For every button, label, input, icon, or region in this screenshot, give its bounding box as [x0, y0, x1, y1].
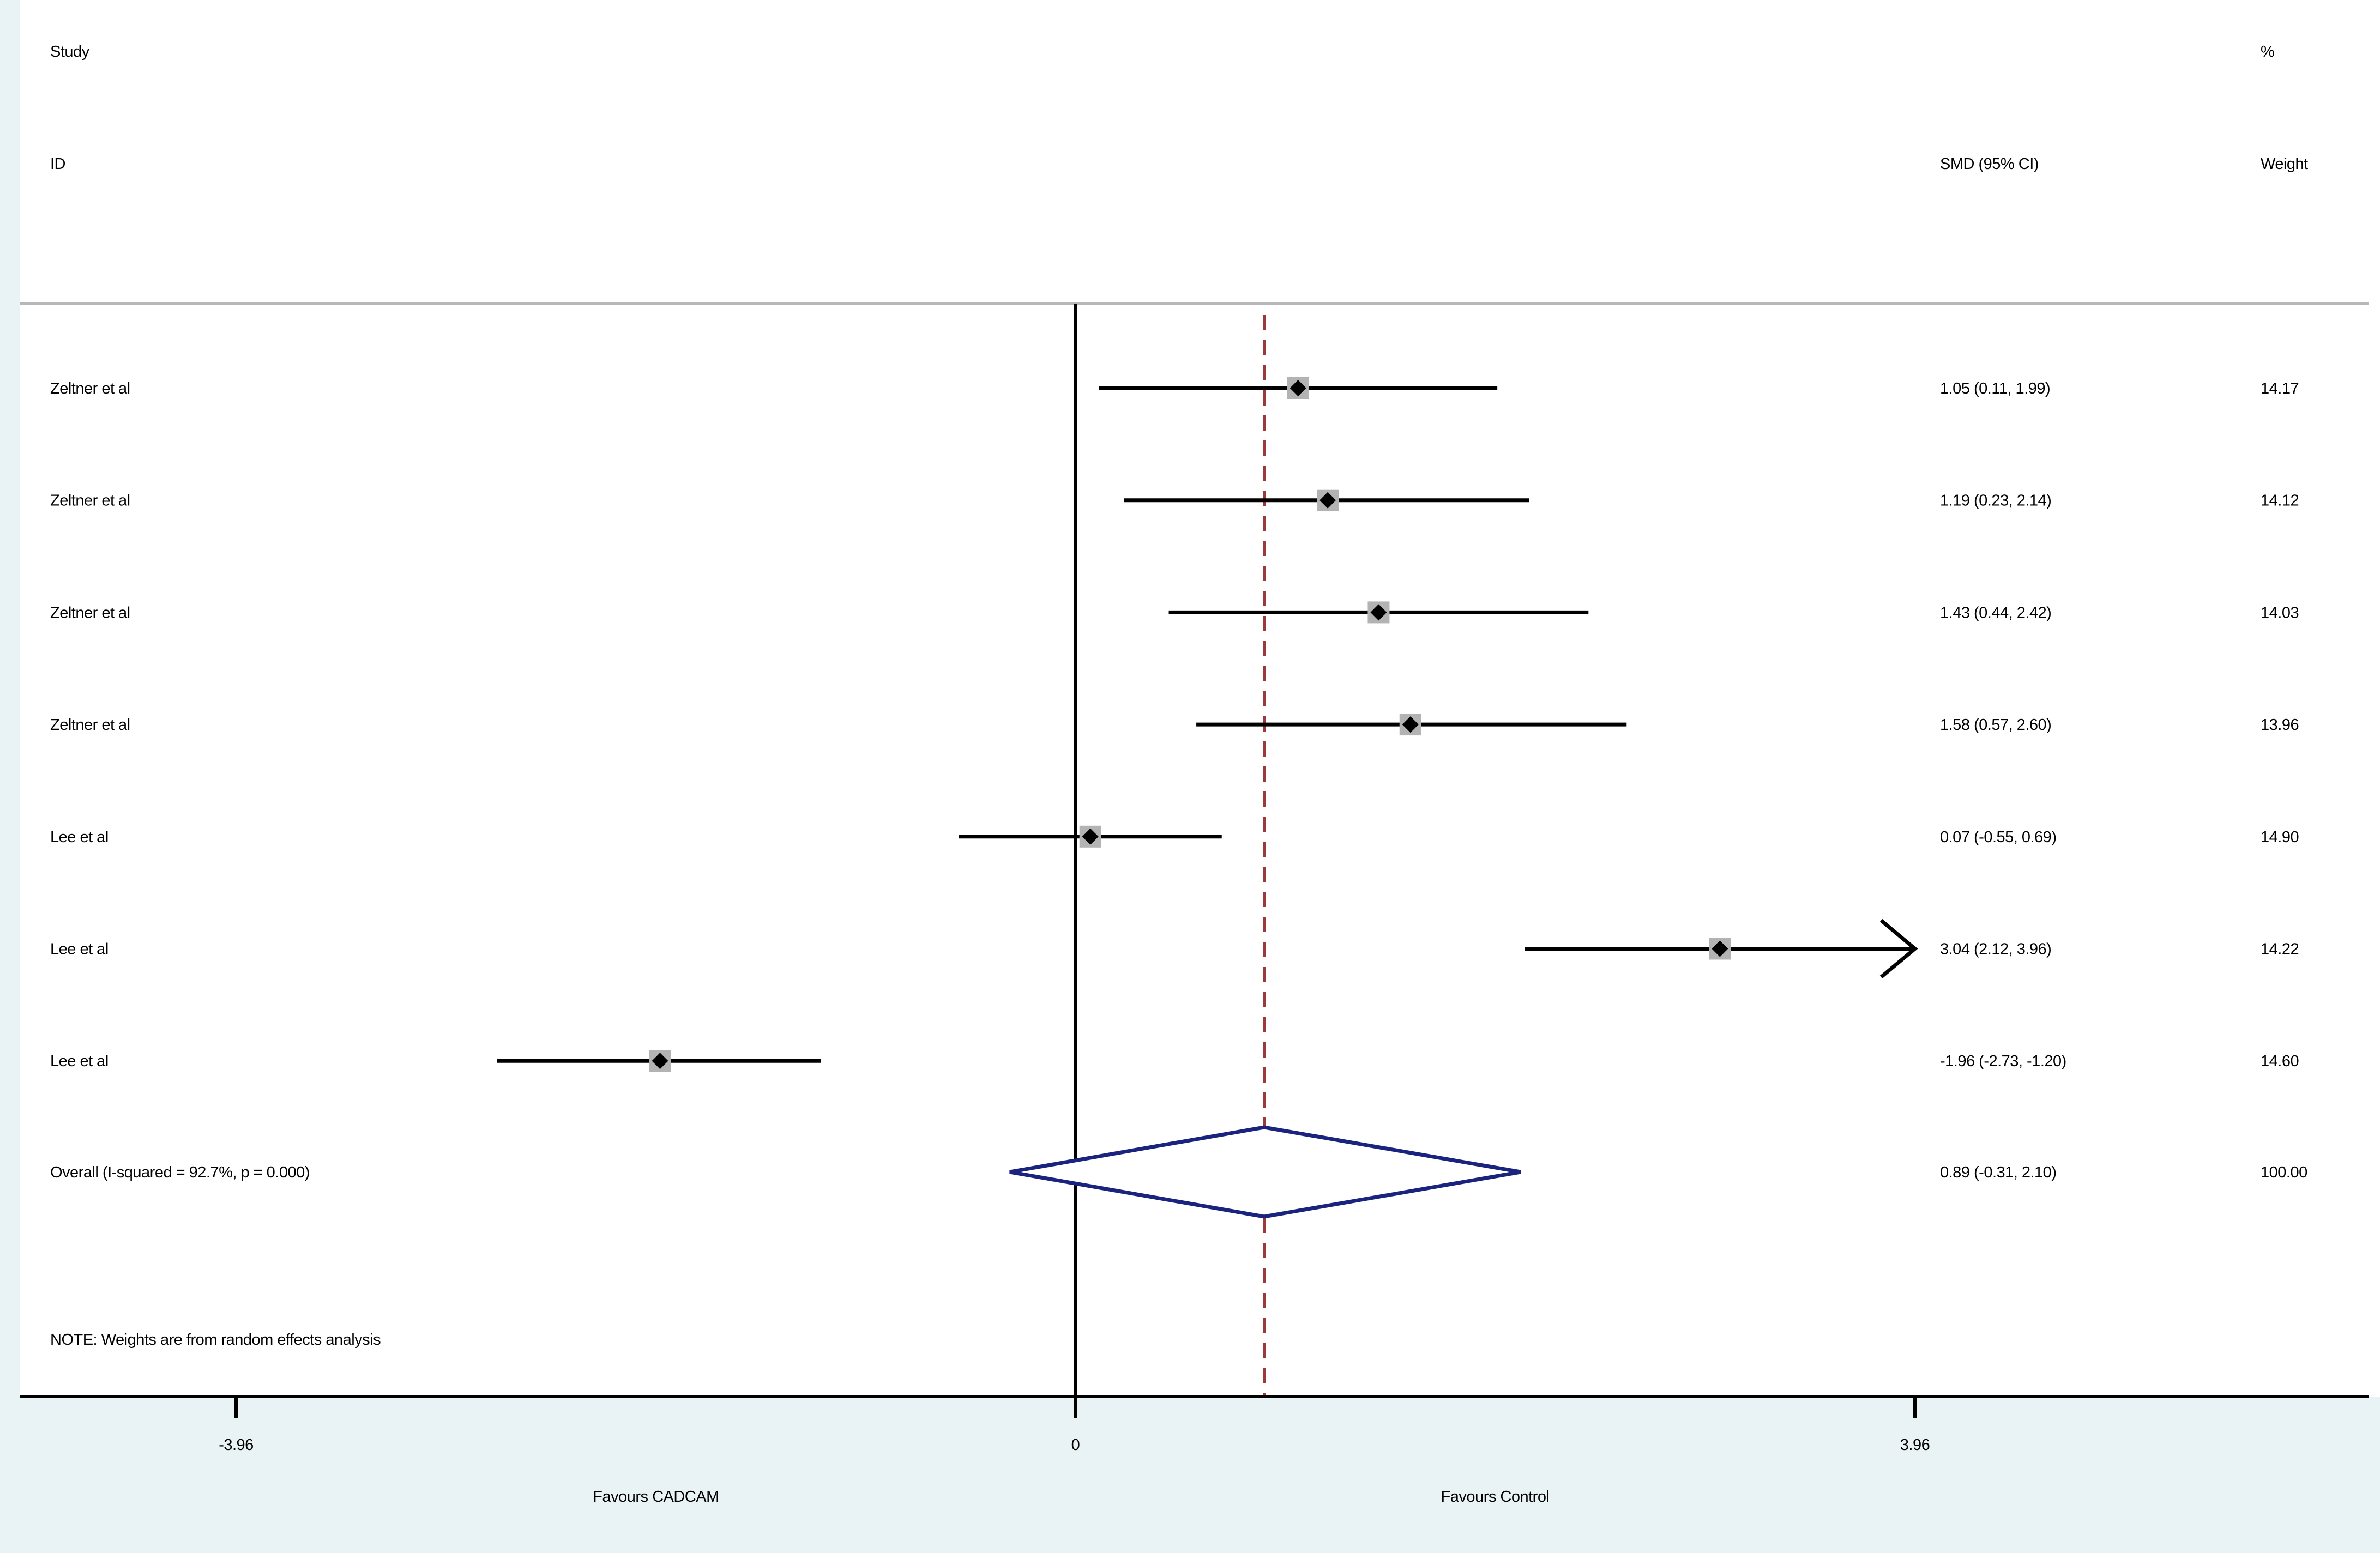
study-estimate: 1.05 (0.11, 1.99) — [1940, 380, 2050, 397]
point-estimate — [1319, 492, 1336, 509]
point-estimate — [1712, 940, 1728, 957]
overall-diamond — [1009, 1125, 1521, 1219]
study-rows: Zeltner et al 1.05 (0.11, 1.99) 14.17Zeltn… — [50, 377, 2299, 1072]
x-tick-label: 3.96 — [1900, 1436, 1930, 1454]
study-weight: 14.90 — [2261, 829, 2299, 846]
axis-band — [20, 1397, 2380, 1553]
x-axis-ticks: -3.96 0 3.96 — [219, 1397, 1930, 1454]
study-name: Lee et al — [50, 829, 109, 846]
study-name: Zeltner et al — [50, 604, 130, 621]
x-tick-label: 0 — [1071, 1436, 1080, 1454]
study-weight: 14.12 — [2261, 492, 2299, 510]
weights-note: NOTE: Weights are from random effects an… — [50, 1331, 381, 1349]
header-percent: % — [2261, 43, 2274, 61]
study-weight: 13.96 — [2261, 716, 2299, 734]
favours-left-label: Favours CADCAM — [593, 1488, 719, 1506]
study-weight: 14.60 — [2261, 1053, 2299, 1070]
point-estimate — [1290, 380, 1306, 396]
header-smd: SMD (95% CI) — [1940, 155, 2039, 173]
point-estimate — [1402, 716, 1419, 733]
study-estimate: 1.19 (0.23, 2.14) — [1940, 492, 2051, 510]
study-weight: 14.17 — [2261, 380, 2299, 397]
study-estimate: 0.07 (-0.55, 0.69) — [1940, 829, 2056, 846]
x-tick-label: -3.96 — [219, 1436, 254, 1454]
study-row: Zeltner et al 1.58 (0.57, 2.60) 13.96 — [50, 714, 2299, 736]
study-name: Zeltner et al — [50, 380, 130, 397]
study-row: Lee et al -1.96 (-2.73, -1.20) 14.60 — [50, 1050, 2299, 1072]
point-estimate — [1082, 828, 1099, 845]
favours-right-label: Favours Control — [1441, 1488, 1550, 1506]
header-id: ID — [50, 155, 65, 173]
study-estimate: 1.58 (0.57, 2.60) — [1940, 716, 2051, 734]
point-estimate — [1370, 604, 1387, 621]
overall-label: Overall (I-squared = 92.7%, p = 0.000) — [50, 1164, 310, 1181]
study-row: Zeltner et al 1.19 (0.23, 2.14) 14.12 — [50, 489, 2299, 511]
overall-estimate: 0.89 (-0.31, 2.10) — [1940, 1164, 2056, 1181]
overall-weight: 100.00 — [2261, 1164, 2307, 1181]
ci-arrow — [1879, 918, 1918, 979]
study-row: Zeltner et al 1.05 (0.11, 1.99) 14.17 — [50, 377, 2299, 399]
header-study: Study — [50, 43, 90, 61]
study-name: Lee et al — [50, 1053, 109, 1070]
study-estimate: 1.43 (0.44, 2.42) — [1940, 604, 2051, 621]
study-name: Zeltner et al — [50, 716, 130, 734]
study-weight: 14.22 — [2261, 941, 2299, 958]
header-weight: Weight — [2261, 155, 2308, 173]
study-name: Zeltner et al — [50, 492, 130, 510]
study-row: Zeltner et al 1.43 (0.44, 2.42) 14.03 — [50, 601, 2299, 624]
study-estimate: 3.04 (2.12, 3.96) — [1940, 941, 2051, 958]
study-estimate: -1.96 (-2.73, -1.20) — [1940, 1053, 2066, 1070]
study-row: Lee et al 3.04 (2.12, 3.96) 14.22 — [50, 918, 2299, 979]
study-name: Lee et al — [50, 941, 109, 958]
study-row: Lee et al 0.07 (-0.55, 0.69) 14.90 — [50, 825, 2299, 848]
study-weight: 14.03 — [2261, 604, 2299, 621]
point-estimate — [652, 1053, 668, 1069]
